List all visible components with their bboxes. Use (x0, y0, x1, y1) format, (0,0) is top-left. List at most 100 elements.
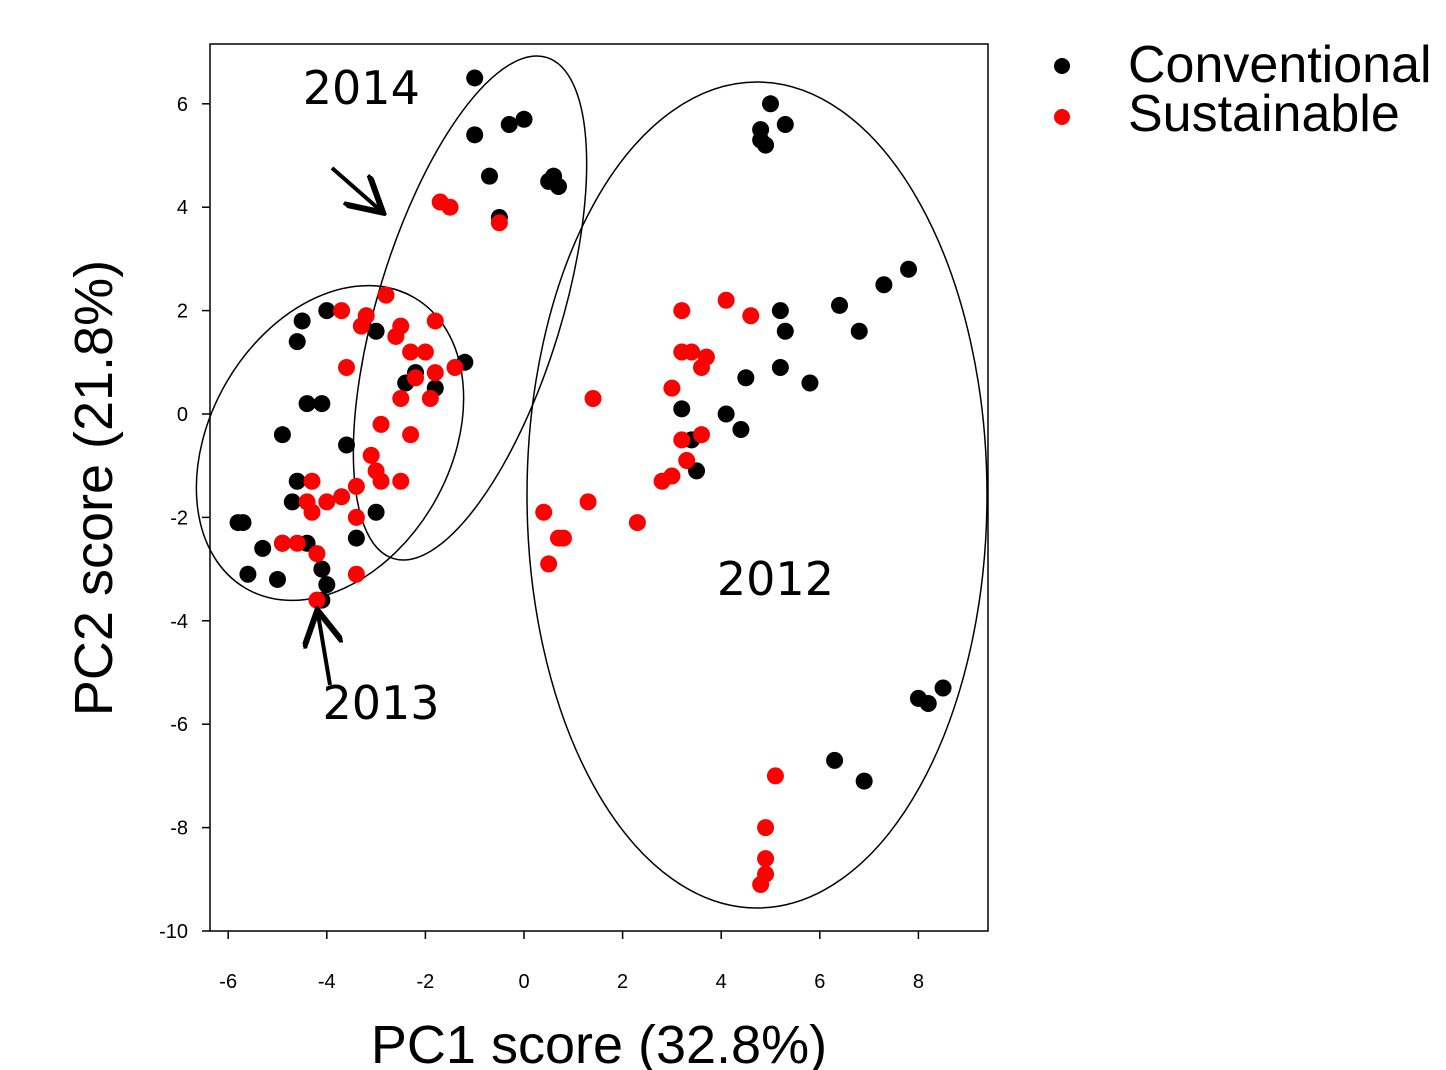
sustainable-point (742, 307, 760, 325)
cluster-ellipse-2013 (195, 284, 465, 602)
annotation-2014: 2014 (303, 61, 420, 115)
sustainable-point (579, 493, 597, 511)
conventional-point (757, 136, 775, 154)
sustainable-point (402, 343, 420, 361)
conventional-point (717, 405, 735, 423)
conventional-point (776, 115, 794, 133)
conventional-point (762, 95, 779, 113)
y-axis-title: PC2 score (21.8%) (64, 260, 124, 716)
conventional-point (254, 539, 272, 557)
conventional-point (288, 333, 306, 351)
x-tick-label: 8 (913, 971, 924, 993)
sustainable-point (333, 488, 351, 506)
arrow-2013 (318, 614, 330, 686)
cluster-ellipse-2012 (526, 81, 988, 909)
x-tick-label: 6 (814, 971, 825, 993)
sustainable-point (392, 472, 410, 490)
sustainable-point (663, 379, 681, 397)
conventional-point (900, 260, 918, 278)
sustainable-point (441, 198, 459, 216)
x-tick-label: 4 (716, 971, 727, 993)
legend: Conventional Sustainable (1054, 36, 1432, 143)
sustainable-point (377, 286, 395, 304)
x-tick-label: -4 (318, 971, 336, 993)
sustainable-point (421, 389, 439, 407)
sustainable-point (407, 369, 425, 387)
conventional-point (338, 436, 356, 454)
sustainable-point (653, 472, 671, 490)
y-tick-label: 4 (177, 197, 188, 219)
legend-marker-conventional (1054, 58, 1070, 74)
sustainable-point (347, 477, 365, 495)
sustainable-point (402, 426, 420, 444)
sustainable-point (426, 364, 444, 382)
x-tick-label: -6 (219, 971, 237, 993)
sustainable-point (757, 819, 775, 837)
y-tick-label: -6 (170, 714, 188, 736)
conventional-point (673, 400, 691, 418)
conventional-point (771, 302, 789, 320)
sustainable-point (757, 850, 775, 868)
sustainable-point (535, 503, 553, 521)
sustainable-point (490, 214, 508, 232)
y-tick-label: 0 (177, 404, 188, 426)
sustainable-point (752, 875, 770, 893)
conventional-point (919, 695, 937, 713)
sustainable-point (673, 302, 691, 320)
sustainable-point (550, 529, 568, 547)
sustainable-point (584, 389, 602, 407)
sustainable-point (308, 591, 326, 609)
sustainable-point (372, 415, 390, 433)
sustainable-point (673, 431, 691, 449)
sustainable-point (387, 327, 405, 345)
sustainable-point (683, 343, 701, 361)
sustainable-point (692, 426, 710, 444)
conventional-point (732, 421, 750, 439)
sustainable-point (446, 358, 464, 376)
conventional-point (850, 322, 868, 340)
conventional-point (318, 302, 336, 320)
conventional-point (318, 576, 336, 594)
conventional-point (466, 69, 484, 87)
sustainable-point (416, 343, 434, 361)
conventional-point (776, 322, 794, 340)
y-tick-label: -2 (170, 507, 188, 529)
sustainable-point (303, 472, 321, 490)
cluster-ellipses (195, 55, 988, 909)
sustainable-point (678, 452, 696, 470)
sustainable-point (426, 312, 444, 330)
conventional-point (737, 369, 755, 387)
conventional-point (293, 312, 311, 330)
sustainable-point (352, 317, 370, 335)
conventional-point (515, 110, 533, 128)
conventional-point (269, 570, 286, 588)
conventional-point (831, 296, 849, 314)
plot-frame (209, 43, 989, 932)
conventional-point (367, 503, 385, 521)
sustainable-point (288, 534, 306, 552)
conventional-point (934, 679, 952, 697)
data-points (229, 69, 952, 893)
arrow-2014 (330, 166, 380, 210)
sustainable-point (333, 302, 351, 320)
annotation-2012: 2012 (717, 552, 834, 606)
conventional-point (347, 529, 365, 547)
conventional-point (801, 374, 819, 392)
y-tick-label: 2 (177, 301, 188, 323)
y-tick-label: -10 (159, 921, 188, 943)
conventional-point (367, 322, 385, 340)
x-axis-title: PC1 score (32.8%) (371, 1015, 827, 1070)
x-axis: -6 -4 -2 0 2 4 6 8 (219, 931, 924, 993)
sustainable-point (540, 555, 558, 573)
conventional-point (875, 276, 893, 294)
conventional-point (855, 772, 873, 790)
sustainable-point (717, 291, 735, 309)
conventional-point (480, 167, 498, 185)
sustainable-point (308, 545, 326, 563)
x-tick-label: 2 (617, 971, 628, 993)
y-tick-label: -8 (170, 818, 188, 840)
sustainable-point (692, 358, 710, 376)
sustainable-point (362, 446, 380, 464)
conventional-point (466, 126, 484, 144)
